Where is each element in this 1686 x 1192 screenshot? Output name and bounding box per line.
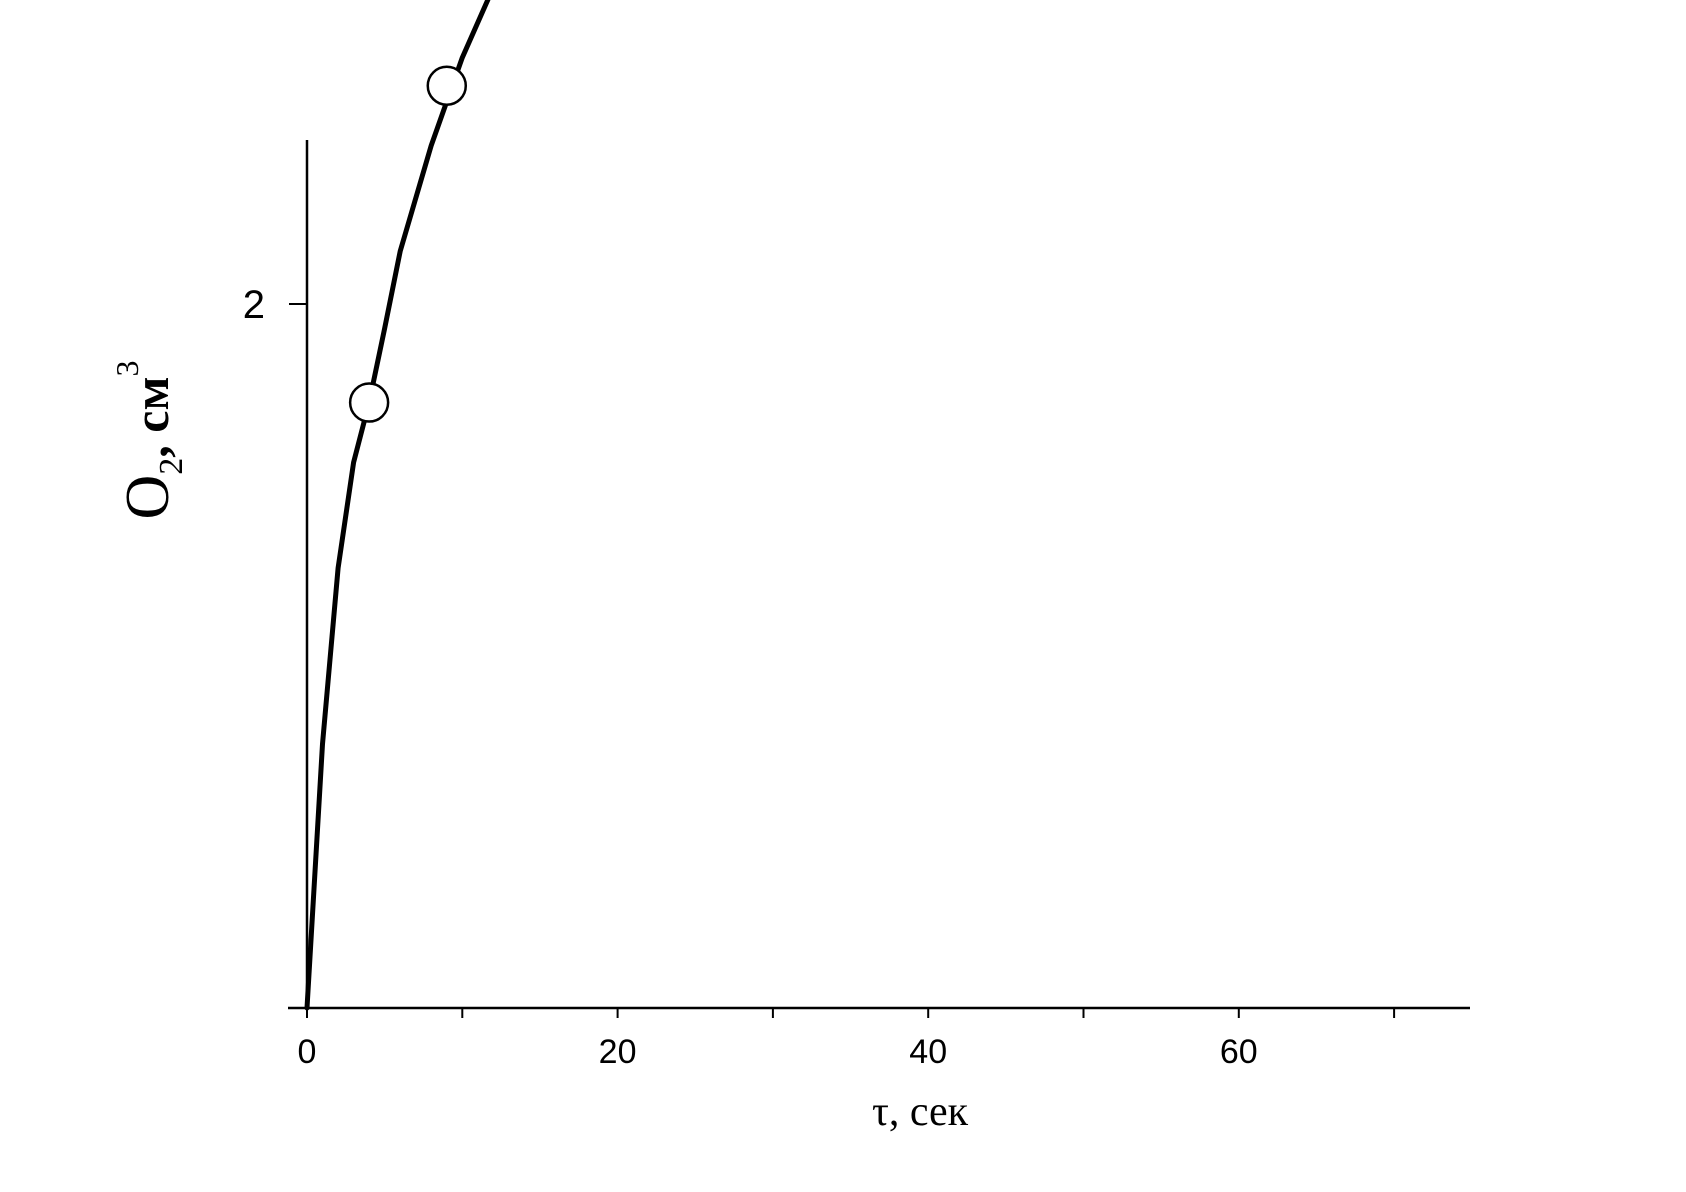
y-tick-label: 2 bbox=[243, 283, 265, 327]
y-axis-ticks: 24 bbox=[243, 283, 307, 327]
data-points-layer bbox=[348, 65, 468, 423]
fit-curve-layer bbox=[304, 0, 491, 1011]
y-axis-title-sub: 2 bbox=[153, 458, 190, 475]
y-axis-title-rest: , см bbox=[123, 376, 179, 457]
x-tick-label: 60 bbox=[1220, 1033, 1258, 1071]
x-axis-title: τ, сек bbox=[872, 1089, 969, 1135]
x-axis-ticks: 0 20 40 60 bbox=[298, 1008, 1396, 1071]
y-axis-title-sup: 3 bbox=[109, 360, 145, 376]
data-point bbox=[426, 65, 468, 107]
x-tick-label: 40 bbox=[909, 1033, 947, 1071]
x-tick-label: 20 bbox=[599, 1033, 637, 1071]
x-tick-label: 0 bbox=[298, 1033, 317, 1071]
data-point bbox=[348, 382, 390, 423]
y-axis-title-base: O bbox=[114, 475, 182, 520]
y-axis-title: O2, см3 bbox=[109, 360, 190, 519]
axes bbox=[288, 140, 1470, 1010]
fit-curve bbox=[304, 0, 491, 1011]
